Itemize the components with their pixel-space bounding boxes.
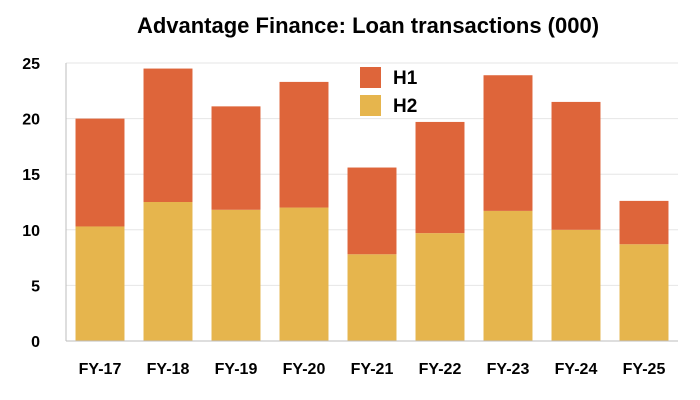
- bar-h1-fy-19: [211, 106, 261, 210]
- x-tick-label: FY-23: [487, 361, 530, 378]
- bar-h1-fy-20: [279, 81, 329, 208]
- bars-layer: [75, 68, 669, 341]
- x-tick-label: FY-24: [555, 361, 598, 378]
- x-axis-tick-labels: FY-17 FY-18 FY-19 FY-20 FY-21 FY-22 FY-23 FY-24…: [79, 361, 666, 378]
- axis-layer: [65, 63, 678, 342]
- y-tick-label: 5: [31, 278, 40, 295]
- legend-label-h2: H2: [393, 96, 417, 117]
- y-axis-tick-labels: 0 5 10 15 20 25: [22, 56, 40, 351]
- legend-swatch-h1: [360, 67, 381, 88]
- y-tick-label: 15: [22, 167, 40, 184]
- bar-h1-fy-18: [143, 68, 193, 202]
- bar-h1-fy-24: [551, 101, 601, 230]
- legend-swatch-h2: [360, 95, 381, 116]
- x-tick-label: FY-22: [419, 361, 462, 378]
- bar-h2-fy-24: [551, 229, 601, 341]
- x-tick-label: FY-17: [79, 361, 122, 378]
- x-tick-label: FY-18: [147, 361, 190, 378]
- y-tick-label: 20: [22, 112, 40, 129]
- bar-h2-fy-17: [75, 226, 125, 341]
- x-tick-label: FY-19: [215, 361, 258, 378]
- bar-h2-fy-21: [347, 254, 397, 341]
- chart-title: Advantage Finance: Loan transactions (00…: [137, 13, 599, 38]
- bar-h2-fy-18: [143, 202, 193, 341]
- bar-h1-fy-23: [483, 75, 533, 211]
- x-tick-label: FY-21: [351, 361, 394, 378]
- bar-h1-fy-21: [347, 167, 397, 255]
- y-tick-label: 25: [22, 56, 40, 73]
- bar-h1-fy-17: [75, 118, 125, 227]
- bar-h2-fy-19: [211, 209, 261, 341]
- x-tick-label: FY-25: [623, 361, 666, 378]
- x-tick-label: FY-20: [283, 361, 326, 378]
- bar-h1-fy-25: [619, 200, 669, 245]
- bar-h1-fy-22: [415, 121, 465, 234]
- y-tick-label: 10: [22, 223, 40, 240]
- bar-h2-fy-23: [483, 210, 533, 341]
- legend-label-h1: H1: [393, 68, 418, 89]
- bar-h2-fy-22: [415, 233, 465, 341]
- y-tick-label: 0: [31, 334, 40, 351]
- bar-h2-fy-20: [279, 207, 329, 341]
- bar-h2-fy-25: [619, 244, 669, 341]
